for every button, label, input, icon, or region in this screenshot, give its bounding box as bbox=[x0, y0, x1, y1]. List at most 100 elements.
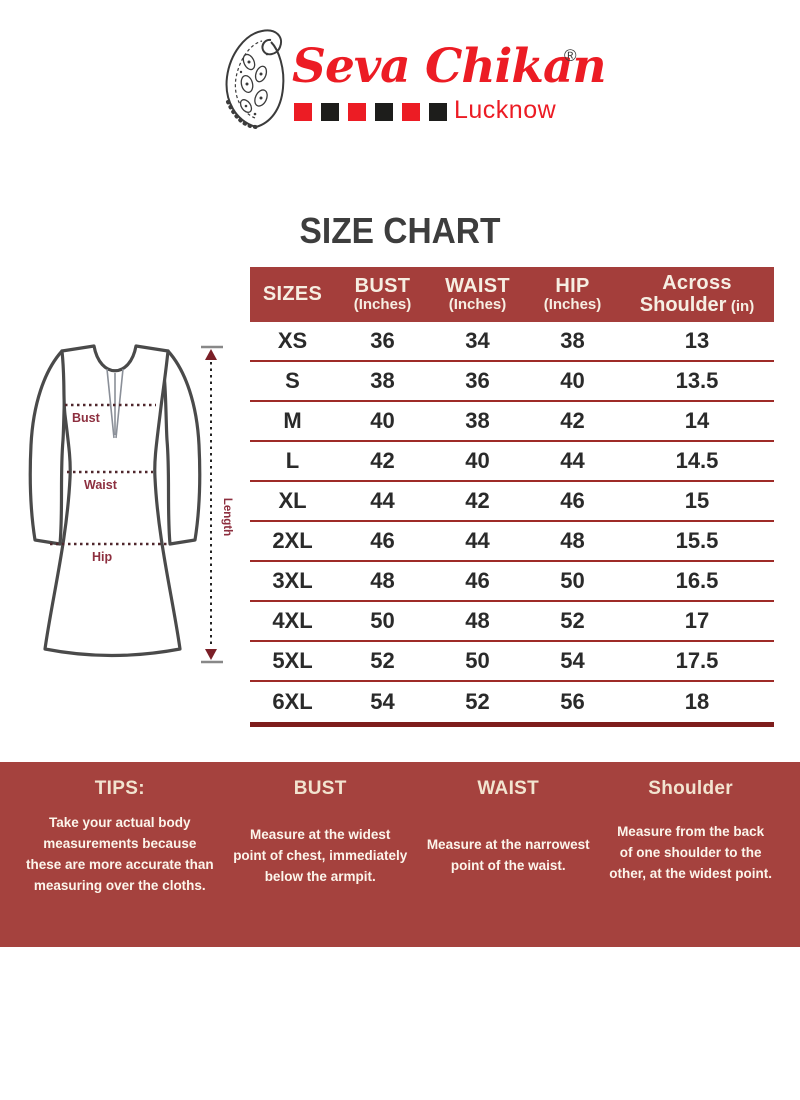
hip-label: Hip bbox=[92, 550, 113, 564]
measurement-value: 50 bbox=[465, 648, 490, 673]
waist-tip-heading: WAIST bbox=[477, 778, 540, 799]
measurement-tips-band: TIPS: Take your actual body measurements… bbox=[0, 762, 800, 947]
table-header-row: SIZES BUST (Inches) WAIST (Inches) HIP (… bbox=[250, 267, 774, 322]
table-row: XL 44 42 46 15 bbox=[250, 482, 774, 522]
measurement-value: 42 bbox=[465, 488, 490, 513]
measurement-value: 52 bbox=[370, 648, 395, 673]
measurement-value: 38 bbox=[370, 368, 395, 393]
header-across-shoulder: Across Shoulder (in) bbox=[639, 271, 755, 316]
red-square-icon bbox=[294, 103, 312, 121]
size-label: 6XL bbox=[272, 689, 313, 714]
measurement-value: 34 bbox=[465, 328, 490, 353]
measurement-value: 48 bbox=[465, 608, 490, 633]
table-row: L 42 40 44 14.5 bbox=[250, 442, 774, 482]
red-square-icon bbox=[402, 103, 420, 121]
header-waist: WAIST (Inches) bbox=[445, 274, 510, 314]
measurement-value: 40 bbox=[465, 448, 490, 473]
measurement-value: 14 bbox=[684, 408, 710, 433]
measurement-value: 44 bbox=[560, 448, 585, 473]
measurement-value: 52 bbox=[465, 689, 490, 714]
left-sleeve bbox=[28, 349, 68, 546]
shoulder-tip-heading: Shoulder bbox=[648, 778, 733, 799]
paisley-icon bbox=[225, 29, 285, 129]
measurement-value: 44 bbox=[465, 528, 490, 553]
size-label: XL bbox=[278, 488, 307, 513]
size-label: XS bbox=[277, 328, 308, 353]
measurement-value: 46 bbox=[465, 568, 490, 593]
measurement-value: 13 bbox=[684, 328, 710, 353]
garment-measurement-diagram: Bust Waist Hip Length bbox=[28, 344, 233, 664]
table-row: 4XL 50 48 52 17 bbox=[250, 602, 774, 642]
measurement-value: 44 bbox=[370, 488, 395, 513]
measurement-value: 40 bbox=[560, 368, 585, 393]
measurement-value: 17.5 bbox=[675, 648, 719, 673]
measurement-value: 52 bbox=[560, 608, 585, 633]
shoulder-tip-text: Measure from the back of one shoulder to… bbox=[609, 824, 772, 881]
size-chart-table: SIZES BUST (Inches) WAIST (Inches) HIP (… bbox=[250, 267, 774, 727]
red-square-icon bbox=[348, 103, 366, 121]
measurement-value: 46 bbox=[560, 488, 585, 513]
measurement-value: 38 bbox=[560, 328, 585, 353]
measurement-value: 48 bbox=[560, 528, 585, 553]
measurement-value: 42 bbox=[560, 408, 585, 433]
table-row: 5XL 52 50 54 17.5 bbox=[250, 642, 774, 682]
size-label: L bbox=[285, 448, 300, 473]
table-row: 3XL 48 46 50 16.5 bbox=[250, 562, 774, 602]
length-label: Length bbox=[221, 498, 233, 536]
size-label: 2XL bbox=[272, 528, 313, 553]
measurement-value: 38 bbox=[465, 408, 490, 433]
size-label: 4XL bbox=[272, 608, 313, 633]
measurement-value: 15.5 bbox=[675, 528, 719, 553]
tips-text: Take your actual body measurements becau… bbox=[26, 815, 214, 893]
waist-tip-text: Measure at the narrowest point of the wa… bbox=[426, 837, 590, 873]
right-sleeve bbox=[162, 349, 202, 546]
size-label: S bbox=[285, 368, 300, 393]
logo-squares bbox=[294, 103, 447, 121]
measurement-value: 56 bbox=[560, 689, 585, 714]
measurement-value: 50 bbox=[370, 608, 395, 633]
measurement-value: 48 bbox=[370, 568, 395, 593]
measurement-value: 13.5 bbox=[675, 368, 719, 393]
measurement-value: 46 bbox=[370, 528, 395, 553]
bust-tip-text: Measure at the widest point of chest, im… bbox=[233, 827, 408, 884]
table-row: 6XL 54 52 56 18 bbox=[250, 682, 774, 722]
black-square-icon bbox=[321, 103, 339, 121]
measurement-value: 18 bbox=[684, 689, 710, 714]
length-arrow: Length bbox=[201, 345, 233, 664]
size-label: 3XL bbox=[272, 568, 313, 593]
measurement-value: 16.5 bbox=[675, 568, 719, 593]
size-table-rows: XS 36 34 38 13 S 38 36 40 13.5 M 40 38 42 14 L 42 40 44 14.… bbox=[250, 322, 774, 727]
measurement-value: 15 bbox=[684, 488, 710, 513]
measurement-value: 42 bbox=[370, 448, 395, 473]
page-title: SIZE CHART bbox=[299, 210, 501, 251]
black-square-icon bbox=[375, 103, 393, 121]
waist-label: Waist bbox=[84, 478, 118, 492]
table-row: 2XL 46 44 48 15.5 bbox=[250, 522, 774, 562]
header-sizes: SIZES bbox=[262, 282, 323, 305]
tips-column: TIPS: Take your actual body measurements… bbox=[26, 778, 214, 947]
table-row: XS 36 34 38 13 bbox=[250, 322, 774, 362]
brand-name: Seva Chikan bbox=[292, 39, 607, 94]
measurement-value: 17 bbox=[684, 608, 710, 633]
header-bust: BUST (Inches) bbox=[353, 274, 412, 314]
kurta-body bbox=[43, 344, 182, 658]
measurement-value: 50 bbox=[560, 568, 585, 593]
bust-tip-heading: BUST bbox=[293, 778, 347, 799]
shoulder-tip-column: Shoulder Measure from the back of one sh… bbox=[609, 778, 772, 947]
table-row: S 38 36 40 13.5 bbox=[250, 362, 774, 402]
measurement-value: 36 bbox=[370, 328, 395, 353]
registered-trademark-icon: ® bbox=[564, 46, 577, 65]
bust-label: Bust bbox=[72, 411, 101, 425]
tips-heading: TIPS: bbox=[94, 778, 145, 799]
size-label: 5XL bbox=[272, 648, 313, 673]
measurement-value: 54 bbox=[560, 648, 585, 673]
measurement-value: 36 bbox=[465, 368, 490, 393]
measurement-value: 14.5 bbox=[675, 448, 719, 473]
measurement-value: 40 bbox=[370, 408, 395, 433]
size-label: M bbox=[283, 408, 302, 433]
measurement-value: 54 bbox=[370, 689, 395, 714]
header-hip: HIP (Inches) bbox=[543, 274, 602, 314]
bust-tip-column: BUST Measure at the widest point of ches… bbox=[233, 778, 407, 947]
brand-city: Lucknow bbox=[454, 96, 557, 124]
